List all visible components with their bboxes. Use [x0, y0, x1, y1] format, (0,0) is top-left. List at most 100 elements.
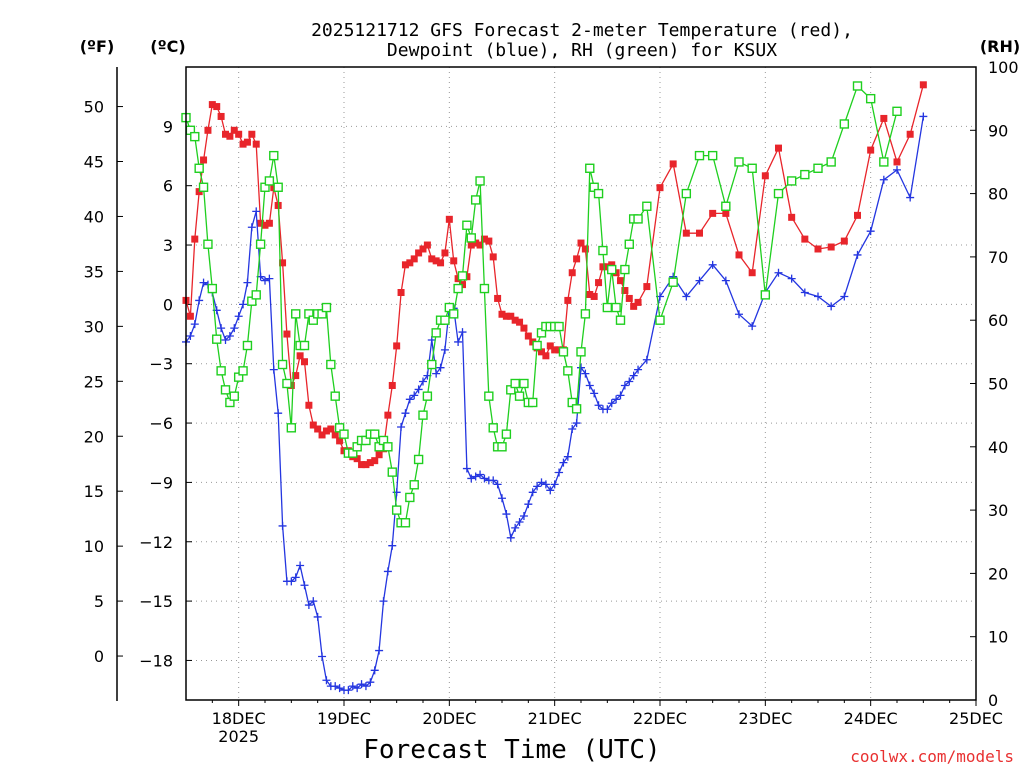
rh-point [330, 391, 340, 401]
temperature-point [761, 172, 769, 180]
dewpoint-point [357, 680, 366, 689]
rh-tick-label: 20 [988, 564, 1008, 583]
rh-point [892, 106, 902, 117]
dewpoint-point [840, 292, 849, 301]
dewpoint-point [432, 369, 441, 378]
dewpoint-point [269, 365, 278, 374]
rh-point [449, 309, 459, 319]
temperature-point [906, 130, 914, 138]
dewpoint-point [612, 395, 621, 404]
temperature-point [801, 235, 809, 243]
rh-point [286, 423, 297, 433]
dewpoint-point [533, 482, 542, 491]
rh-point [681, 188, 692, 199]
rh-point [242, 340, 253, 351]
dewpoint-point [300, 581, 309, 590]
dewpoint-point [462, 464, 471, 473]
temperature-point [893, 158, 901, 166]
temperature-point [235, 130, 243, 138]
series-layer [181, 81, 928, 695]
grid [186, 67, 977, 700]
dewpoint-point [309, 597, 318, 606]
rh-tick-label: 30 [988, 501, 1008, 520]
x-tick-label: 22DEC [633, 709, 687, 728]
temperature-point [296, 352, 304, 360]
rh-point [339, 429, 349, 439]
dewpoint-point [379, 597, 388, 606]
dewpoint-point [774, 268, 783, 277]
fahrenheit-tick-label: 25 [84, 372, 104, 391]
temperature-point [397, 289, 405, 297]
temperature-point [309, 421, 317, 429]
dewpoint-point [287, 577, 296, 586]
rh-point [431, 328, 441, 338]
rh-point [607, 264, 617, 275]
rh-point [422, 391, 433, 401]
dewpoint-point [278, 521, 287, 530]
temperature-point [573, 255, 581, 263]
dewpoint-point [458, 328, 467, 337]
temperature-point [358, 461, 366, 469]
dewpoint-point [440, 345, 449, 354]
temperature-point [252, 140, 260, 148]
temperature-point [393, 342, 401, 350]
dewpoint-point [410, 391, 419, 400]
dewpoint-point [304, 601, 313, 610]
dewpoint-point [199, 278, 208, 287]
dewpoint-point [879, 175, 888, 184]
temperature-point [722, 209, 730, 217]
temperature-point [919, 81, 927, 89]
dewpoint-point [787, 274, 796, 283]
temperature-point [608, 261, 616, 269]
rh-point [734, 157, 744, 167]
temperature-point [450, 257, 458, 265]
fahrenheit-tick-label: 40 [84, 207, 104, 226]
rh-point [440, 315, 450, 325]
rh-point [383, 442, 393, 452]
temperature-point [371, 457, 379, 465]
dewpoint-point [348, 682, 357, 691]
dewpoint-point [498, 494, 506, 503]
dewpoint-point [528, 488, 537, 497]
dewpoint-point [682, 292, 691, 301]
dewpoint-point [893, 165, 901, 174]
rh-point [400, 518, 411, 528]
dewpoint-series-line [185, 116, 924, 691]
celsius-tick-label: −18 [139, 651, 173, 670]
rh-point [747, 163, 757, 173]
dewpoint-point [388, 541, 397, 550]
celsius-tick-label: 3 [163, 236, 173, 255]
rh-point [576, 347, 586, 357]
dewpoint-point [313, 612, 322, 621]
rh-point [721, 201, 731, 211]
temperature-point [327, 425, 335, 433]
rh-point [409, 480, 419, 490]
dewpoint-point [414, 385, 423, 394]
dewpoint-point [572, 419, 581, 428]
rh-point [413, 454, 424, 465]
dewpoint-point [322, 676, 331, 685]
dewpoint-point [190, 320, 199, 329]
temperature-point [305, 401, 313, 409]
temperature-point [362, 461, 370, 469]
dewpoint-point [866, 227, 875, 236]
dewpoint-point [291, 573, 300, 582]
rh-point [563, 366, 573, 376]
temperature-point [406, 259, 414, 267]
dewpoint-point [480, 474, 489, 483]
temperature-point [485, 237, 493, 245]
rh-point [198, 182, 209, 192]
dewpoint-point [252, 207, 261, 216]
rh-point [453, 283, 463, 294]
temperature-point [595, 279, 603, 287]
temperature-point [472, 239, 480, 247]
dewpoint-point [629, 371, 638, 380]
temperature-point [696, 229, 703, 237]
temperature-point [775, 144, 782, 152]
rh-point [238, 366, 248, 376]
celsius-tick-label: 0 [163, 295, 173, 314]
temperature-point [445, 215, 453, 223]
dewpoint-point [563, 452, 572, 461]
dewpoint-point [243, 278, 252, 287]
